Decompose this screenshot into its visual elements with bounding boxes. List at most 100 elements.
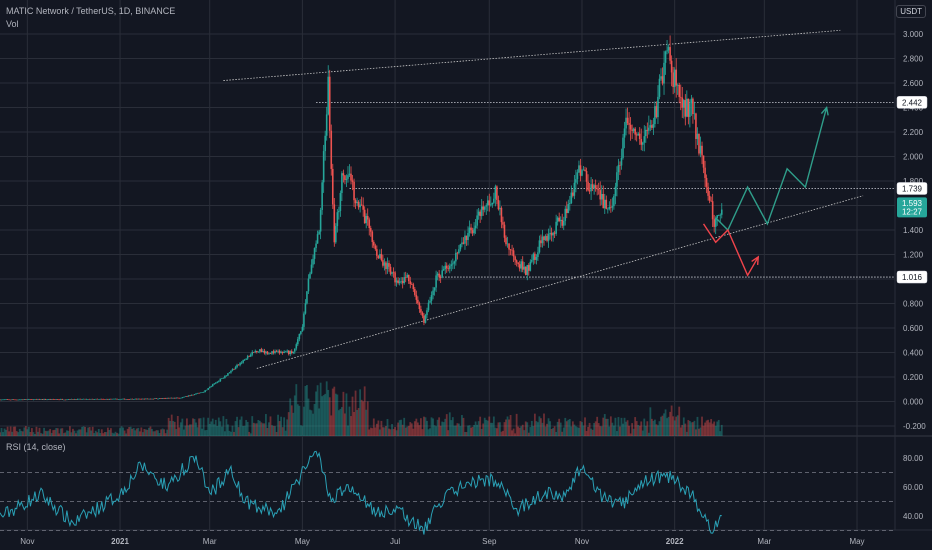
candle-body <box>269 353 272 354</box>
volume-bar <box>304 385 307 436</box>
candle-body <box>6 399 9 400</box>
volume-bar <box>518 427 521 436</box>
volume-bar <box>175 429 178 436</box>
candle-body <box>313 248 316 259</box>
candle-body <box>517 262 519 265</box>
volume-bar <box>204 430 207 436</box>
volume-bar <box>681 424 684 436</box>
candle-body <box>9 399 12 401</box>
volume-bar <box>503 422 506 436</box>
candle-body <box>614 186 617 196</box>
candle-body <box>319 209 322 232</box>
candle-body <box>441 270 443 278</box>
volume-bar <box>222 416 225 436</box>
volume-bar <box>263 423 266 436</box>
candle-body <box>3 399 6 401</box>
volume-bar <box>395 430 398 436</box>
candle-body <box>82 398 85 400</box>
candle-body <box>336 212 339 227</box>
candle-body <box>499 207 501 210</box>
candle-body <box>272 351 275 354</box>
volume-bar <box>594 421 597 436</box>
candle-body <box>470 227 472 231</box>
volume-bar <box>547 418 550 436</box>
candle-body <box>218 381 220 382</box>
volume-bar <box>631 423 634 436</box>
candle-body <box>462 242 465 244</box>
candle-body <box>717 215 720 216</box>
candle-body <box>672 72 674 88</box>
candle-body <box>400 280 402 282</box>
volume-bar <box>448 412 451 436</box>
candle-body <box>222 377 225 379</box>
candle-body <box>643 136 646 143</box>
candle-body <box>233 369 235 370</box>
volume-bar <box>643 418 646 436</box>
volume-bar <box>233 431 235 436</box>
horizontal-levels <box>316 101 895 278</box>
candle-body <box>303 313 305 327</box>
volume-bar <box>328 397 331 436</box>
candle-body <box>312 258 314 265</box>
volume-bar <box>676 415 679 436</box>
volume-bar <box>324 393 327 436</box>
volume-bar <box>211 418 214 436</box>
volume-bar <box>205 429 208 436</box>
candle-body <box>183 396 185 398</box>
volume-bar <box>663 413 665 436</box>
candle-body <box>553 232 556 234</box>
candle-body <box>578 165 580 173</box>
candle-body <box>529 261 532 271</box>
candle-body <box>0 399 1 401</box>
candle-body <box>570 192 573 204</box>
candle-body <box>380 253 383 261</box>
candle-body <box>94 398 97 400</box>
volume-bar <box>427 429 430 436</box>
candle-body <box>616 172 618 187</box>
volume-bar <box>344 413 346 436</box>
candle-body <box>249 354 252 357</box>
volume-bar <box>70 432 73 436</box>
candle-body <box>137 398 140 400</box>
candle-body <box>486 200 489 206</box>
candle-body <box>58 399 61 401</box>
time-tick-label: Jul <box>390 537 400 546</box>
volume-bar <box>679 427 682 436</box>
candle-body <box>248 356 251 357</box>
candle-body <box>357 201 360 208</box>
candle-body <box>395 280 398 283</box>
candle-body <box>17 399 20 401</box>
volume-bar <box>489 422 492 436</box>
volume-bar <box>149 426 152 436</box>
currency-badge[interactable]: USDT <box>896 5 926 18</box>
candle-body <box>251 352 254 355</box>
candle-body <box>163 398 165 399</box>
candle-body <box>430 295 433 301</box>
time-tick-label: May <box>849 537 864 546</box>
candle-body <box>698 133 700 154</box>
candle-body <box>404 277 407 278</box>
candle-body <box>138 398 141 400</box>
symbol-title[interactable]: MATIC Network / TetherUS, 1D, BINANCE <box>6 6 176 16</box>
bearish-arrowhead <box>751 255 760 265</box>
candle-body <box>342 173 345 176</box>
candle-body <box>149 398 152 400</box>
volume-bar <box>240 416 243 436</box>
volume-bar <box>163 429 166 436</box>
volume-bar <box>543 413 545 436</box>
candle-body <box>407 274 410 282</box>
volume-bar <box>649 407 652 436</box>
volume-bar <box>415 418 418 436</box>
volume-bar <box>217 417 220 436</box>
candle-body <box>102 399 105 400</box>
volume-bar <box>529 427 532 436</box>
candle-body <box>547 234 550 241</box>
volume-bar <box>692 422 694 436</box>
candle-body <box>72 399 74 400</box>
candle-body <box>260 349 263 353</box>
candle-body <box>531 260 533 262</box>
volume-bar <box>587 426 589 436</box>
candle-body <box>646 129 649 131</box>
rsi-label[interactable]: RSI (14, close) <box>6 442 66 452</box>
